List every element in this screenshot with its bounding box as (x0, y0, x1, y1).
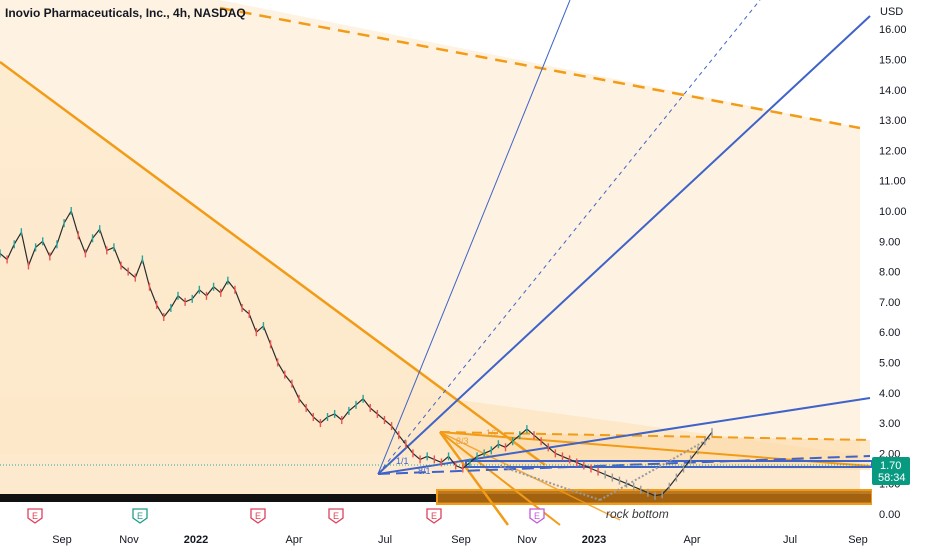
svg-text:E: E (333, 511, 339, 521)
y-tick-label: 5.00 (879, 357, 900, 369)
currency-label: USD (880, 6, 903, 18)
fib-label: 8/3 (456, 436, 469, 446)
long-downtrend-line (0, 60, 546, 467)
blue-fan-low (377, 397, 871, 475)
svg-text:E: E (255, 511, 261, 521)
y-tick-label: 11.00 (879, 176, 906, 188)
chart-title: Inovio Pharmaceuticals, Inc., 4h, NASDAQ (5, 6, 246, 20)
bar-countdown: 58:34 (878, 472, 906, 484)
fib-label: 8/1 (418, 466, 431, 476)
y-tick-label: 14.00 (879, 85, 907, 97)
earnings-marker[interactable]: E (529, 508, 545, 524)
y-tick-label: 16.00 (879, 24, 907, 36)
x-tick-label: Sep (848, 534, 868, 546)
y-tick-label: 15.00 (879, 55, 907, 67)
last-price-value: 1.70 (880, 460, 901, 472)
trend-lines (0, 0, 873, 526)
blue-fan-dashed (377, 455, 871, 475)
x-tick-label: Apr (285, 534, 302, 546)
fib-label: 1/1 (396, 456, 409, 466)
candles (0, 207, 713, 500)
projection-down (499, 465, 601, 501)
x-tick-label: 2023 (582, 534, 606, 546)
projection-up (599, 436, 713, 501)
x-tick-label: 2022 (184, 534, 208, 546)
y-tick-label: 7.00 (879, 297, 900, 309)
earnings-marker[interactable]: E (27, 508, 43, 524)
x-tick-label: Nov (517, 534, 537, 546)
x-tick-label: Sep (451, 534, 471, 546)
upper-dashed-resistance (219, 6, 861, 130)
x-tick-label: Apr (683, 534, 700, 546)
earnings-marker[interactable]: E (132, 508, 148, 524)
y-tick-label: 6.00 (879, 327, 900, 339)
y-axis-ticks: 0.001.002.003.004.005.006.007.008.009.00… (879, 24, 907, 521)
fib-label: 1/2 (486, 428, 499, 438)
svg-text:E: E (534, 511, 540, 521)
fan-line-1 (438, 431, 510, 526)
fan-line-3 (439, 431, 621, 521)
rock-bottom-annotation: rock bottom (606, 507, 669, 521)
earnings-marker[interactable]: E (426, 508, 442, 524)
y-tick-label: 8.00 (879, 267, 900, 279)
lower-fan-shading (0, 62, 860, 500)
x-tick-label: Sep (52, 534, 72, 546)
earnings-marker[interactable]: E (328, 508, 344, 524)
svg-text:E: E (137, 511, 143, 521)
blue-fan-main (377, 15, 871, 475)
y-tick-label: 3.00 (879, 418, 900, 430)
svg-text:E: E (431, 511, 437, 521)
triangle-dashed-line (439, 431, 871, 441)
y-tick-label: 4.00 (879, 388, 900, 400)
x-axis-ticks: Sep Nov 2022 Apr Jul Sep Nov 2023 Apr Jul Sep (52, 534, 868, 546)
y-tick-label: 9.00 (879, 236, 900, 248)
earnings-marker[interactable]: E (250, 508, 266, 524)
y-tick-label: 0.00 (879, 509, 900, 521)
svg-text:E: E (32, 511, 38, 521)
y-tick-label: 12.00 (879, 145, 907, 157)
y-tick-label: 10.00 (879, 206, 907, 218)
x-tick-label: Jul (783, 534, 797, 546)
y-tick-label: 13.00 (879, 115, 907, 127)
x-tick-label: Jul (378, 534, 392, 546)
time-axis[interactable] (0, 526, 872, 550)
x-tick-label: Nov (119, 534, 139, 546)
blue-fan-dotted (377, 0, 761, 475)
last-price-badge (872, 457, 910, 485)
blue-fan-steep (377, 0, 571, 475)
